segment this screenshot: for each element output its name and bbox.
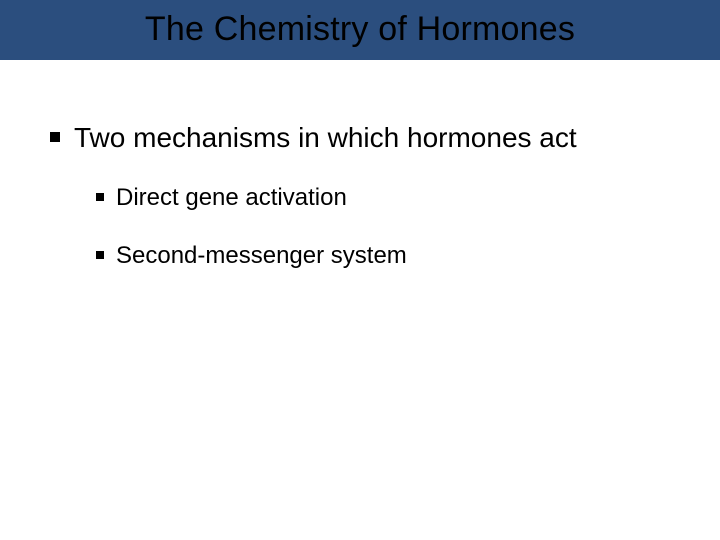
square-bullet-icon (96, 251, 104, 259)
bullet-level1: Two mechanisms in which hormones act (50, 120, 680, 155)
bullet-level2-item: Second-messenger system (96, 241, 680, 271)
bullet-level1-text: Two mechanisms in which hormones act (74, 120, 577, 155)
bullet-level2-text: Direct gene activation (116, 183, 347, 213)
slide: The Chemistry of Hormones Two mechanisms… (0, 0, 720, 540)
bullet-level2-item: Direct gene activation (96, 183, 680, 213)
square-bullet-icon (50, 132, 60, 142)
bullet-level2-text: Second-messenger system (116, 241, 407, 271)
slide-body: Two mechanisms in which hormones act Dir… (50, 120, 680, 299)
bullet-level2-list: Direct gene activation Second-messenger … (96, 183, 680, 271)
slide-title: The Chemistry of Hormones (0, 10, 720, 49)
square-bullet-icon (96, 193, 104, 201)
